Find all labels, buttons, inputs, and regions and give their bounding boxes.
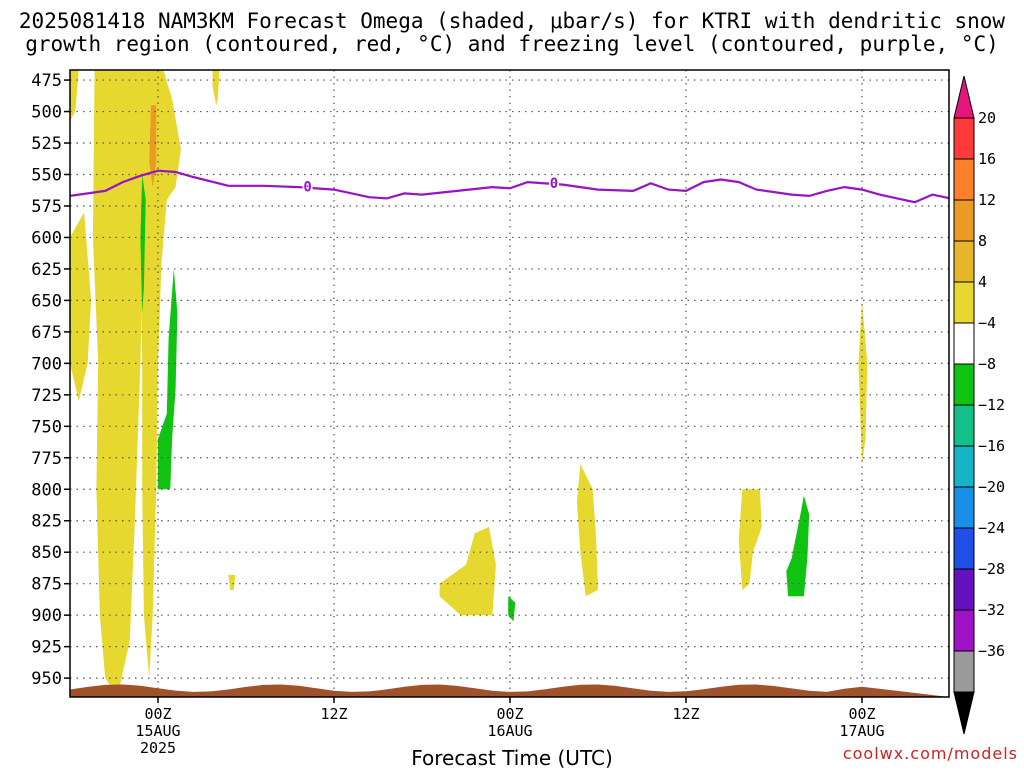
colorbar-swatch-0	[953, 117, 975, 160]
x-tick-label-0-0: 00Z	[144, 705, 171, 723]
colorbar-label-10: −24	[978, 519, 1005, 537]
omega-region-13	[738, 489, 762, 590]
y-tick-label-700: 700	[31, 354, 62, 374]
y-tick-label-650: 650	[31, 291, 62, 311]
omega-region-11	[439, 527, 496, 616]
y-tick-label-550: 550	[31, 166, 62, 186]
colorbar-bottom-arrow	[953, 691, 975, 735]
colorbar-swatch-3	[953, 240, 975, 283]
colorbar-swatch-4	[953, 281, 975, 324]
colorbar-swatch-10	[953, 527, 975, 570]
y-tick-label-825: 825	[31, 512, 62, 532]
y-tick-label-925: 925	[31, 638, 62, 658]
freezing-level-label-0: 0	[303, 180, 311, 196]
y-tick-label-775: 775	[31, 449, 62, 469]
y-tick-label-625: 625	[31, 260, 62, 280]
y-tick-label-950: 950	[31, 669, 62, 689]
omega-region-10	[228, 574, 236, 590]
y-tick-label-575: 575	[31, 197, 62, 217]
omega-region-16	[0, 464, 7, 602]
colorbar-label-3: 8	[978, 232, 987, 250]
chart-title-line2: growth region (contoured, red, °C) and f…	[25, 32, 999, 56]
colorbar-swatch-11	[953, 568, 975, 611]
omega-region-18	[158, 268, 178, 490]
y-tick-label-800: 800	[31, 480, 62, 500]
omega-region-4	[70, 70, 79, 121]
colorbar-swatch-1	[953, 158, 975, 201]
y-tick-label-525: 525	[31, 134, 62, 154]
colorbar-top-arrow	[953, 75, 975, 119]
omega-region-14	[858, 300, 868, 465]
y-tick-label-875: 875	[31, 575, 62, 595]
surface-layer	[70, 684, 949, 697]
colorbar-label-4: 4	[978, 273, 987, 291]
x-tick-label-30-0: 12Z	[672, 705, 699, 723]
colorbar-label-9: −20	[978, 478, 1005, 496]
omega-region-17	[140, 174, 146, 313]
colorbar-label-2: 12	[978, 191, 996, 209]
x-tick-label-20-0: 00Z	[496, 705, 523, 723]
y-tick-label-725: 725	[31, 386, 62, 406]
grid-lines	[70, 70, 949, 697]
x-tick-label-40-1: 17AUG	[839, 722, 884, 740]
omega-region-7	[136, 70, 181, 679]
colorbar-label-7: −12	[978, 396, 1005, 414]
freezing-level-label-1: 0	[550, 176, 558, 192]
x-tick-label-0-1: 15AUG	[135, 722, 180, 740]
colorbar-label-0: 20	[978, 109, 996, 127]
omega-region-3	[92, 70, 148, 697]
colorbar-label-13: −36	[978, 642, 1005, 660]
x-tick-label-0-2: 2025	[140, 739, 176, 757]
omega-region-12	[576, 464, 598, 597]
colorbar-label-5: −4	[978, 314, 996, 332]
freezing-level-line	[70, 169, 949, 204]
y-axis: 475 500 525 550 575 600 625 650 675 700 725 750 775 8…	[31, 71, 70, 689]
omega-regions	[0, 70, 868, 697]
colorbar-swatch-5	[953, 322, 975, 365]
chart-title-line1: 2025081418 NAM3KM Forecast Omega (shaded…	[18, 9, 1006, 33]
omega-region-8	[149, 105, 157, 188]
colorbar-swatch-7	[953, 404, 975, 447]
x-tick-label-40-0: 00Z	[848, 705, 875, 723]
x-tick-label-10-0: 12Z	[320, 705, 347, 723]
x-tick-label-20-1: 16AUG	[487, 722, 532, 740]
y-tick-label-750: 750	[31, 417, 62, 437]
colorbar-swatch-2	[953, 199, 975, 242]
colorbar-label-1: 16	[978, 150, 996, 168]
omega-region-19	[508, 596, 516, 622]
colorbar-label-11: −28	[978, 560, 1005, 578]
omega-region-9	[212, 70, 220, 106]
omega-region-15	[0, 370, 12, 666]
y-tick-label-850: 850	[31, 543, 62, 563]
y-tick-label-600: 600	[31, 228, 62, 248]
omega-region-20	[786, 495, 810, 597]
colorbar-swatch-9	[953, 486, 975, 529]
colorbar-swatch-6	[953, 363, 975, 406]
freezing-label-bg-0	[302, 179, 313, 194]
colorbar-swatch-8	[953, 445, 975, 488]
colorbar-swatch-13	[953, 650, 975, 693]
colorbar-label-6: −8	[978, 355, 996, 373]
y-tick-label-475: 475	[31, 71, 62, 91]
surface-fill	[70, 684, 949, 697]
y-tick-label-675: 675	[31, 323, 62, 343]
omega-region-5	[70, 212, 92, 402]
colorbar-label-12: −32	[978, 601, 1005, 619]
colorbar-label-8: −16	[978, 437, 1005, 455]
y-tick-label-500: 500	[31, 103, 62, 123]
freezing-label-bg-1	[549, 175, 559, 190]
colorbar: 20 16 12 8 4 −4 −8 −12 −16 −20 −24 −28 −32 −36	[953, 75, 1005, 735]
credit-text: coolwx.com/models	[842, 744, 1018, 763]
x-axis-title: Forecast Time (UTC)	[411, 746, 613, 770]
y-tick-label-900: 900	[31, 606, 62, 626]
colorbar-swatch-12	[953, 609, 975, 652]
